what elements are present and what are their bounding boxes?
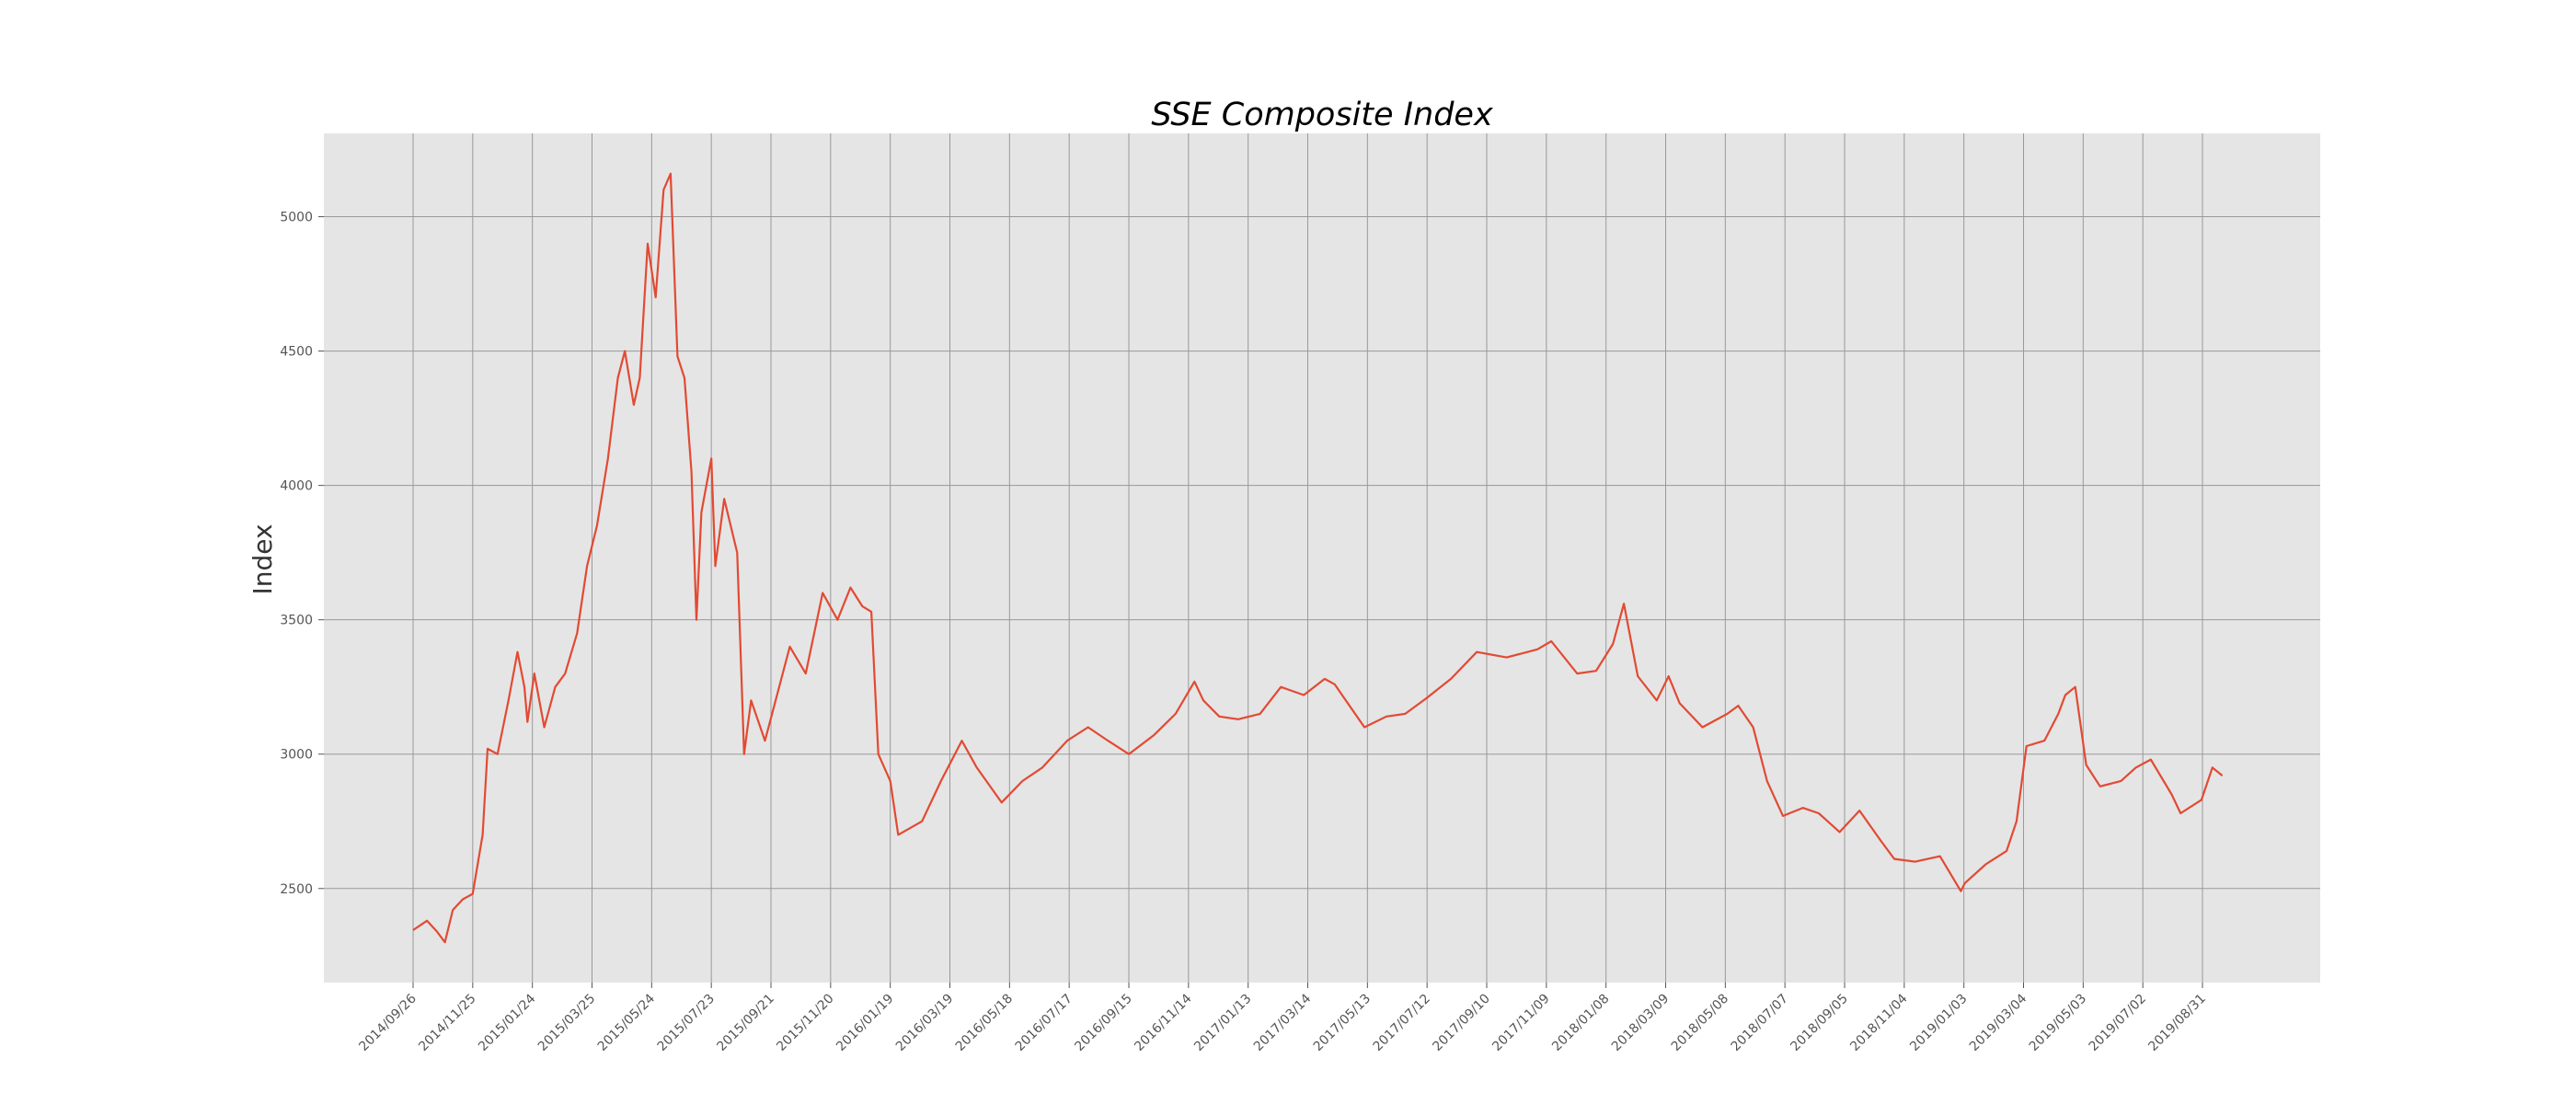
x-tick-label: 2019/03/04 xyxy=(1967,991,2030,1053)
x-tick-label: 2016/07/17 xyxy=(1013,992,1075,1054)
x-tick-label: 2015/09/21 xyxy=(714,992,776,1054)
x-tick-label: 2016/03/19 xyxy=(893,992,956,1054)
x-tick-label: 2015/11/20 xyxy=(774,992,836,1054)
y-tick-label: 3000 xyxy=(280,748,313,763)
x-tick-label: 2018/09/05 xyxy=(1788,992,1850,1054)
x-tick-label: 2015/01/24 xyxy=(476,991,538,1053)
x-tick-label: 2017/03/14 xyxy=(1251,991,1314,1053)
x-tick-label: 2015/05/24 xyxy=(595,991,658,1053)
x-tick-label: 2017/09/10 xyxy=(1430,992,1492,1054)
x-tick-label: 2018/11/04 xyxy=(1847,991,1910,1053)
y-axis-ticks: 2500 3000 3500 4000 4500 5000 xyxy=(280,211,324,897)
y-tick-label: 4000 xyxy=(280,479,313,494)
x-tick-label: 2016/11/14 xyxy=(1132,991,1194,1053)
x-tick-label: 2017/11/09 xyxy=(1489,992,1552,1054)
x-tick-label: 2014/11/25 xyxy=(416,992,478,1054)
x-tick-label: 2019/01/03 xyxy=(1907,992,1970,1054)
x-tick-label: 2018/07/07 xyxy=(1729,992,1791,1054)
y-tick-label: 5000 xyxy=(280,211,313,225)
y-tick-label: 2500 xyxy=(280,882,313,897)
x-axis-ticks: 2014/09/262014/11/252015/01/242015/03/25… xyxy=(356,983,2209,1054)
x-tick-label: 2019/05/03 xyxy=(2027,992,2089,1054)
x-tick-label: 2017/07/12 xyxy=(1371,992,1433,1054)
x-tick-label: 2016/01/19 xyxy=(834,992,896,1054)
x-tick-label: 2017/05/13 xyxy=(1311,992,1374,1054)
grid-lines xyxy=(324,133,2320,983)
plot-area xyxy=(324,133,2320,983)
series-line xyxy=(412,172,2224,944)
x-tick-label: 2015/03/25 xyxy=(535,992,598,1054)
y-axis-label: Index xyxy=(247,523,278,594)
x-tick-label: 2017/01/13 xyxy=(1191,992,1254,1054)
x-tick-label: 2018/05/08 xyxy=(1669,992,1731,1054)
x-tick-label: 2018/03/09 xyxy=(1609,992,1672,1054)
chart-title: SSE Composite Index xyxy=(1151,97,1493,133)
x-tick-label: 2014/09/26 xyxy=(356,991,419,1053)
x-tick-label: 2018/01/08 xyxy=(1549,992,1612,1054)
x-tick-label: 2019/08/31 xyxy=(2145,992,2208,1054)
x-tick-label: 2016/09/15 xyxy=(1072,992,1134,1054)
x-tick-label: 2015/07/23 xyxy=(655,992,718,1054)
y-tick-label: 4500 xyxy=(280,345,313,360)
y-tick-label: 3500 xyxy=(280,614,313,628)
series-layer xyxy=(412,172,2224,944)
x-tick-label: 2016/05/18 xyxy=(953,992,1016,1054)
x-tick-label: 2019/07/02 xyxy=(2087,992,2149,1054)
